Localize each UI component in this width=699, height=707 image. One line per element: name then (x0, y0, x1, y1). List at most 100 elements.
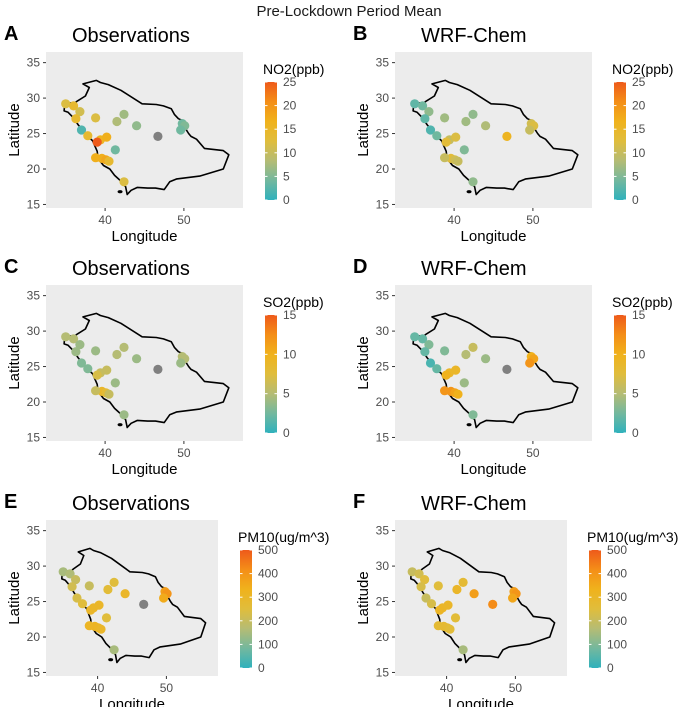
station-point (110, 145, 120, 155)
island-marker (457, 658, 463, 662)
station-point (159, 593, 169, 603)
legend-tick-label: 15 (283, 308, 297, 322)
legend-tick-label: 25 (632, 75, 646, 89)
x-tick-label: 50 (160, 681, 174, 695)
y-tick-label: 25 (376, 595, 390, 609)
station-point (71, 575, 81, 585)
station-point (424, 340, 434, 350)
station-point (104, 389, 114, 399)
x-tick-label: 50 (526, 213, 540, 227)
island-marker (466, 190, 472, 194)
legend-tick-label: 300 (258, 590, 278, 604)
country-outline (412, 312, 579, 429)
station-point (418, 101, 428, 111)
station-point (132, 121, 142, 131)
station-point (420, 114, 430, 124)
legend-tick-label: 100 (607, 637, 627, 651)
station-point (458, 645, 468, 655)
station-point (119, 342, 129, 352)
legend-tick-label: 15 (632, 308, 646, 322)
station-point (69, 101, 79, 111)
station-point (468, 410, 478, 420)
station-point (502, 131, 512, 141)
station-point (132, 354, 142, 364)
station-point (61, 332, 71, 342)
y-axis-label: Latitude (6, 103, 23, 156)
legend-tick-label: 500 (258, 543, 278, 557)
station-point (416, 582, 426, 592)
station-point (424, 107, 434, 117)
y-tick-label: 35 (376, 289, 390, 303)
legend-colorbar (265, 82, 277, 200)
panel-title: Observations (72, 493, 190, 515)
station-point (445, 624, 455, 634)
station-point (112, 116, 122, 127)
legend-tick-label: 10 (283, 347, 297, 361)
island-marker (466, 423, 472, 427)
station-point (96, 624, 106, 634)
station-point (76, 358, 87, 368)
y-tick-label: 25 (376, 127, 390, 141)
station-point (153, 131, 163, 141)
y-tick-label: 15 (376, 430, 390, 444)
station-point (440, 386, 450, 396)
legend-colorbar (589, 550, 601, 668)
station-point (104, 156, 114, 166)
legend-tick-label: 400 (258, 567, 278, 581)
y-tick-label: 35 (376, 56, 390, 70)
y-tick-label: 30 (27, 91, 41, 105)
island-marker (117, 423, 123, 427)
station-point (453, 156, 463, 166)
panel-title: WRF-Chem (421, 493, 527, 515)
station-point (72, 593, 82, 603)
legend-title: NO2(ppb) (612, 61, 673, 77)
station-point (58, 567, 68, 577)
station-point (84, 581, 94, 591)
legend-tick-label: 5 (283, 169, 290, 183)
x-tick-label: 50 (526, 446, 540, 460)
station-point (481, 354, 491, 364)
country-outline (63, 312, 230, 429)
station-point (461, 349, 471, 360)
station-point (407, 567, 417, 577)
legend-title: PM10(ug/m^3) (587, 529, 678, 545)
legend-title: NO2(ppb) (263, 61, 324, 77)
station-point (91, 113, 101, 123)
panel-letter: B (353, 23, 367, 45)
station-point (426, 599, 437, 609)
plot-background (46, 52, 243, 208)
plot-background (46, 285, 243, 441)
legend-tick-label: 10 (632, 347, 646, 361)
station-point (109, 577, 119, 587)
station-point (119, 177, 129, 187)
figure-title: Pre-Lockdown Period Mean (256, 3, 441, 20)
station-point (94, 600, 104, 610)
y-tick-label: 25 (27, 127, 41, 141)
x-tick-label: 40 (440, 681, 454, 695)
station-point (410, 99, 420, 109)
y-tick-label: 15 (27, 430, 41, 444)
station-point (453, 389, 463, 399)
station-point (92, 137, 102, 147)
station-point (468, 177, 478, 187)
y-tick-label: 20 (27, 630, 41, 644)
station-point (176, 358, 186, 368)
legend-tick-label: 5 (283, 387, 290, 401)
station-point (525, 358, 535, 368)
station-point (91, 346, 101, 356)
x-tick-label: 40 (98, 446, 112, 460)
country-outline (61, 547, 207, 664)
station-point (119, 109, 129, 119)
station-point (435, 605, 445, 615)
panel-title: Observations (72, 258, 190, 280)
panel-letter: D (353, 256, 367, 278)
x-axis-label: Longitude (99, 696, 165, 707)
legend-tick-label: 200 (607, 614, 627, 628)
station-point (458, 577, 468, 587)
station-point (84, 621, 94, 631)
station-point (502, 364, 512, 374)
station-point (77, 599, 88, 609)
